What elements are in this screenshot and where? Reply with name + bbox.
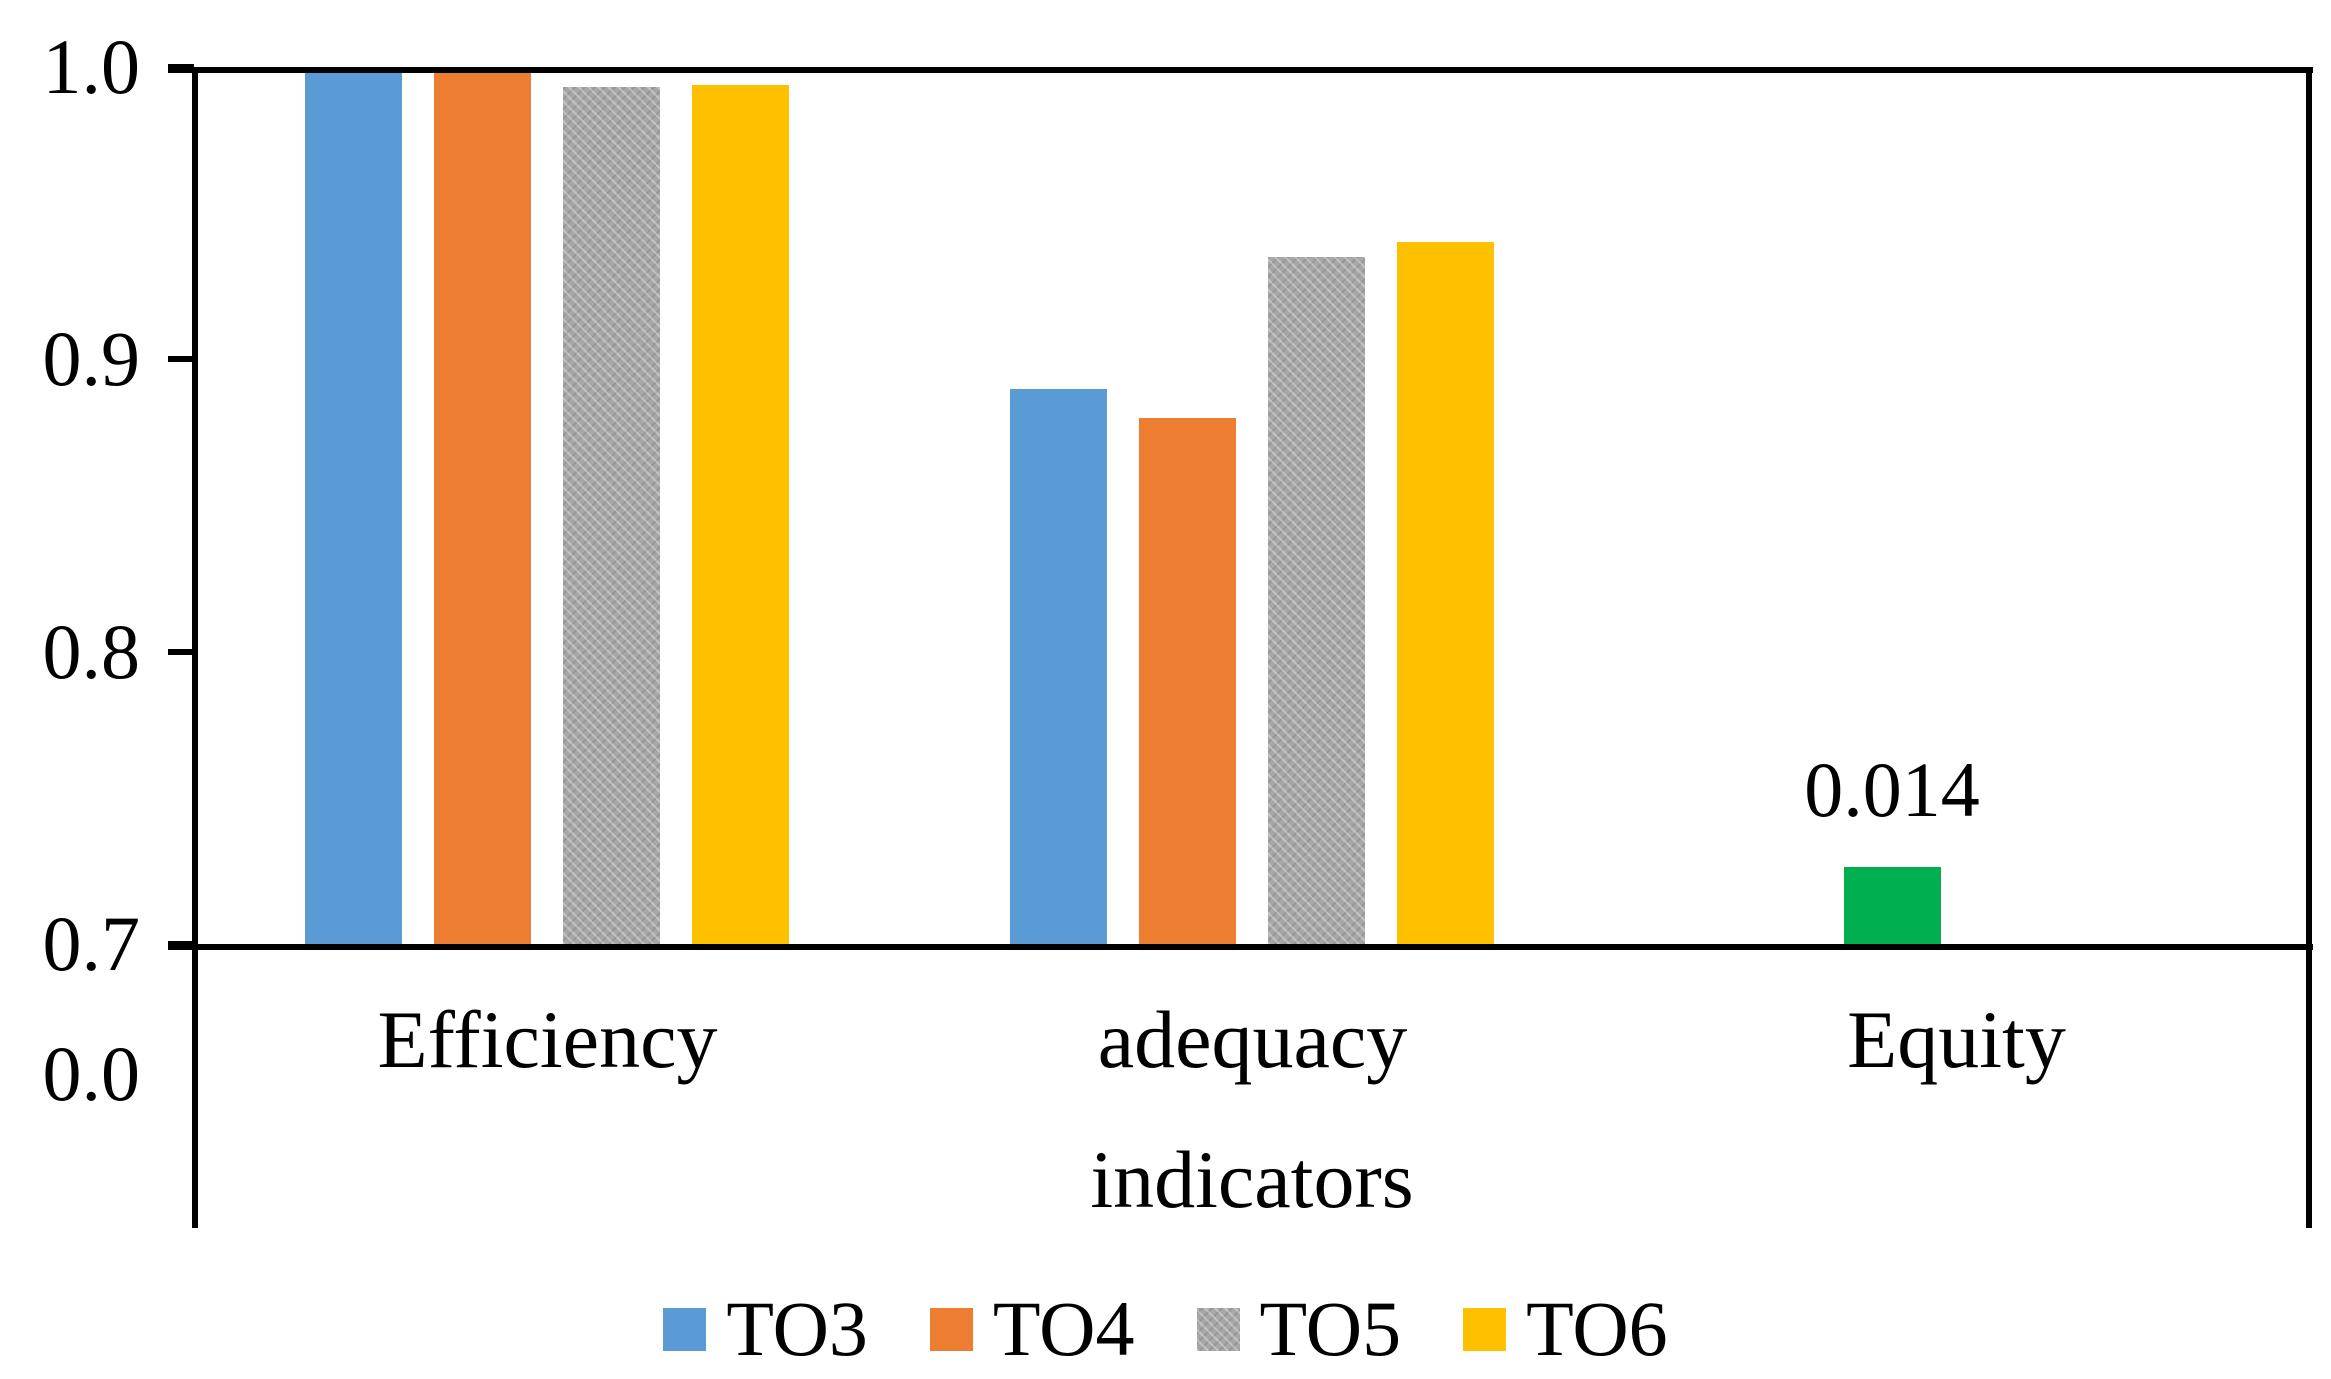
y-tick-label-0.9: 0.9 bbox=[42, 315, 141, 402]
plot-right-border bbox=[2306, 67, 2312, 1228]
y-tick-label-0.8: 0.8 bbox=[42, 608, 141, 695]
legend-label-TO4: TO4 bbox=[992, 1285, 1135, 1372]
category-label-adequacy: adequacy bbox=[1097, 994, 1408, 1085]
bar-TO3-Efficiency bbox=[305, 67, 402, 944]
legend-label-TO6: TO6 bbox=[1526, 1285, 1668, 1372]
legend-swatch-TO6 bbox=[1463, 1307, 1507, 1351]
legend-swatch-TO5 bbox=[1196, 1307, 1240, 1351]
bar-TO4-adequacy bbox=[1139, 418, 1236, 944]
bar-TO3-adequacy bbox=[1010, 389, 1107, 944]
legend-label-TO3: TO3 bbox=[726, 1285, 868, 1372]
category-label-Efficiency: Efficiency bbox=[377, 994, 718, 1085]
y-tick-label-0.7: 0.7 bbox=[42, 900, 141, 987]
x-axis-baseline bbox=[168, 944, 2313, 950]
legend: TO3 TO4 TO5 TO6 bbox=[0, 1285, 2331, 1372]
bar-TO4-Efficiency bbox=[434, 67, 531, 944]
equity-bar-data-label: 0.014 bbox=[1804, 746, 1980, 833]
y-tick-0.9 bbox=[168, 356, 194, 362]
legend-item-TO3: TO3 bbox=[663, 1285, 868, 1372]
legend-swatch-TO4 bbox=[929, 1307, 973, 1351]
y-tick-0.7 bbox=[168, 941, 194, 947]
bar-TO5-Efficiency bbox=[563, 87, 660, 944]
y-tick-0.8 bbox=[168, 649, 194, 655]
legend-label-TO5: TO5 bbox=[1259, 1285, 1402, 1372]
legend-swatch-TO3 bbox=[663, 1307, 707, 1351]
legend-item-TO6: TO6 bbox=[1463, 1285, 1668, 1372]
y-axis-line bbox=[192, 67, 198, 1228]
bar-TO6-Efficiency bbox=[692, 85, 789, 944]
y-tick-1.0 bbox=[168, 64, 194, 70]
category-label-Equity: Equity bbox=[1847, 994, 2066, 1085]
bar-TO6-adequacy bbox=[1397, 242, 1494, 944]
legend-item-TO4: TO4 bbox=[929, 1285, 1135, 1372]
plot-top-border bbox=[168, 67, 2313, 73]
bar-equity-green bbox=[1844, 867, 1941, 944]
y-axis-break-label: 0.0 bbox=[42, 1030, 141, 1117]
y-tick-label-1.0: 1.0 bbox=[42, 23, 141, 110]
legend-item-TO5: TO5 bbox=[1196, 1285, 1402, 1372]
x-axis-title: indicators bbox=[1090, 1134, 1414, 1225]
bar-TO5-adequacy bbox=[1268, 257, 1365, 944]
